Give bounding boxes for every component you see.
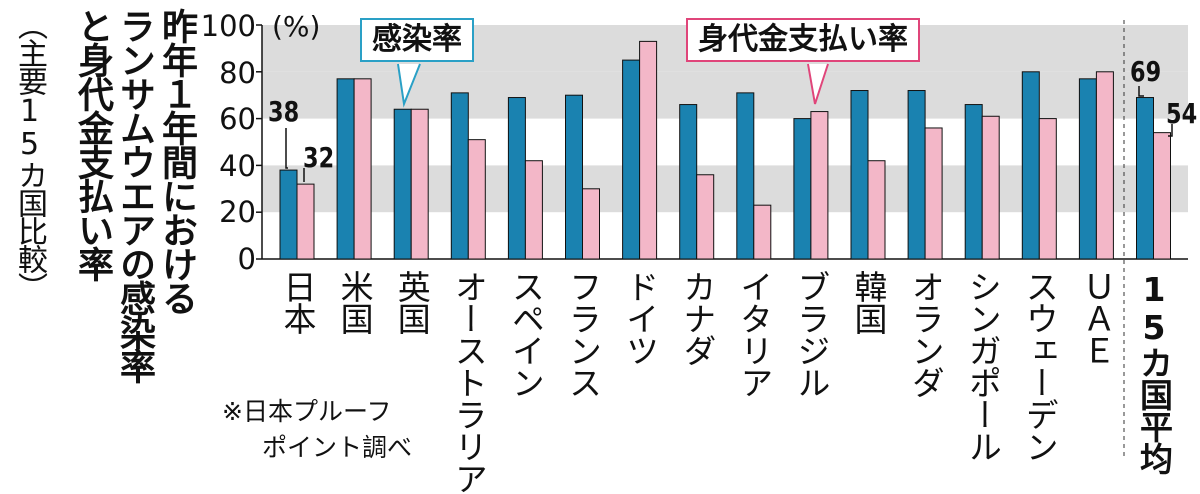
- y-tick-label: 80: [219, 56, 256, 90]
- bar-ransom: [867, 160, 886, 260]
- unit-label: (%): [272, 10, 321, 43]
- bar-infection: [1078, 78, 1097, 260]
- category-label: ブラジル: [791, 270, 831, 398]
- category-label: 英国: [392, 270, 432, 334]
- category-label: 米国: [335, 270, 375, 334]
- bar-ransom: [810, 111, 829, 260]
- bar-infection: [336, 78, 355, 260]
- bar-infection: [964, 104, 983, 260]
- bar-ransom: [924, 127, 943, 260]
- category-label: 15カ国平均: [1134, 270, 1174, 474]
- bar-infection: [622, 59, 641, 260]
- bar-infection: [736, 92, 755, 260]
- legend-infection-pointer: [397, 63, 421, 108]
- y-tick-label: 0: [237, 242, 256, 276]
- bar-ransom: [410, 108, 429, 260]
- data-label-avg-ransom: 54: [1166, 97, 1198, 130]
- subtitle: （主要15カ国比較）: [12, 10, 47, 300]
- category-label: オランダ: [906, 270, 946, 398]
- bar-infection: [1136, 97, 1154, 260]
- bar-infection: [907, 90, 926, 260]
- y-tick-label: 60: [219, 102, 256, 136]
- bar-ransom: [696, 174, 715, 260]
- category-label: フランス: [563, 270, 603, 398]
- data-label-japan-ransom: 32: [303, 141, 335, 174]
- legend-infection: 感染率: [360, 18, 474, 62]
- leader-japan-infection: [285, 128, 288, 169]
- bar-ransom: [1095, 71, 1114, 260]
- leader-avg-ransom: [1168, 124, 1173, 137]
- category-label: 韓国: [849, 270, 888, 334]
- leader-avg-infection: [1138, 86, 1144, 97]
- bar-ransom: [296, 183, 315, 260]
- bar-ransom: [753, 204, 772, 260]
- title-line-3: と身代金支払い率: [72, 8, 113, 280]
- bar-chart: [256, 20, 1188, 460]
- bar-ransom: [1153, 132, 1171, 260]
- category-label: シンガポール: [963, 270, 1003, 462]
- category-label: カナダ: [677, 270, 717, 366]
- legend-ransom-pointer: [807, 63, 829, 105]
- title-line-2: ランサムウエアの感染率: [114, 8, 155, 382]
- bar-infection: [279, 169, 298, 260]
- bar-ransom: [981, 115, 1000, 260]
- bar-infection: [793, 118, 812, 260]
- bar-infection: [850, 90, 869, 260]
- bar-infection: [450, 92, 469, 260]
- data-label-avg-infection: 69: [1130, 55, 1162, 88]
- category-label: スペイン: [506, 270, 546, 398]
- bar-infection: [1021, 71, 1040, 260]
- bar-ransom: [1038, 118, 1057, 260]
- title-line-1: 昨年１年間における: [156, 8, 197, 314]
- bar-ransom: [639, 40, 658, 260]
- category-label: ＵＡＥ: [1077, 270, 1117, 366]
- y-tick-label: 100: [200, 9, 256, 43]
- bar-infection: [393, 108, 412, 260]
- category-label: オーストラリア: [449, 270, 489, 494]
- source-note-line-1: ※日本プルーフ: [222, 397, 392, 426]
- bar-ransom: [467, 139, 486, 260]
- category-label: イタリア: [734, 270, 774, 398]
- category-label: ドイツ: [620, 270, 660, 366]
- y-tick-label: 40: [219, 149, 256, 183]
- bar-infection: [679, 104, 698, 260]
- bar-infection: [565, 94, 583, 260]
- bar-ransom: [524, 160, 543, 260]
- bar-infection: [507, 97, 526, 260]
- source-note-line-2: ポイント調べ: [262, 433, 413, 462]
- bar-ransom: [353, 78, 372, 260]
- y-tick-label: 20: [219, 195, 256, 229]
- category-label: スウェーデン: [1020, 270, 1060, 462]
- category-label: 日本: [278, 270, 317, 334]
- data-label-japan-infection: 38: [268, 95, 300, 128]
- bar-ransom: [582, 188, 600, 260]
- legend-ransom: 身代金支払い率: [686, 18, 920, 62]
